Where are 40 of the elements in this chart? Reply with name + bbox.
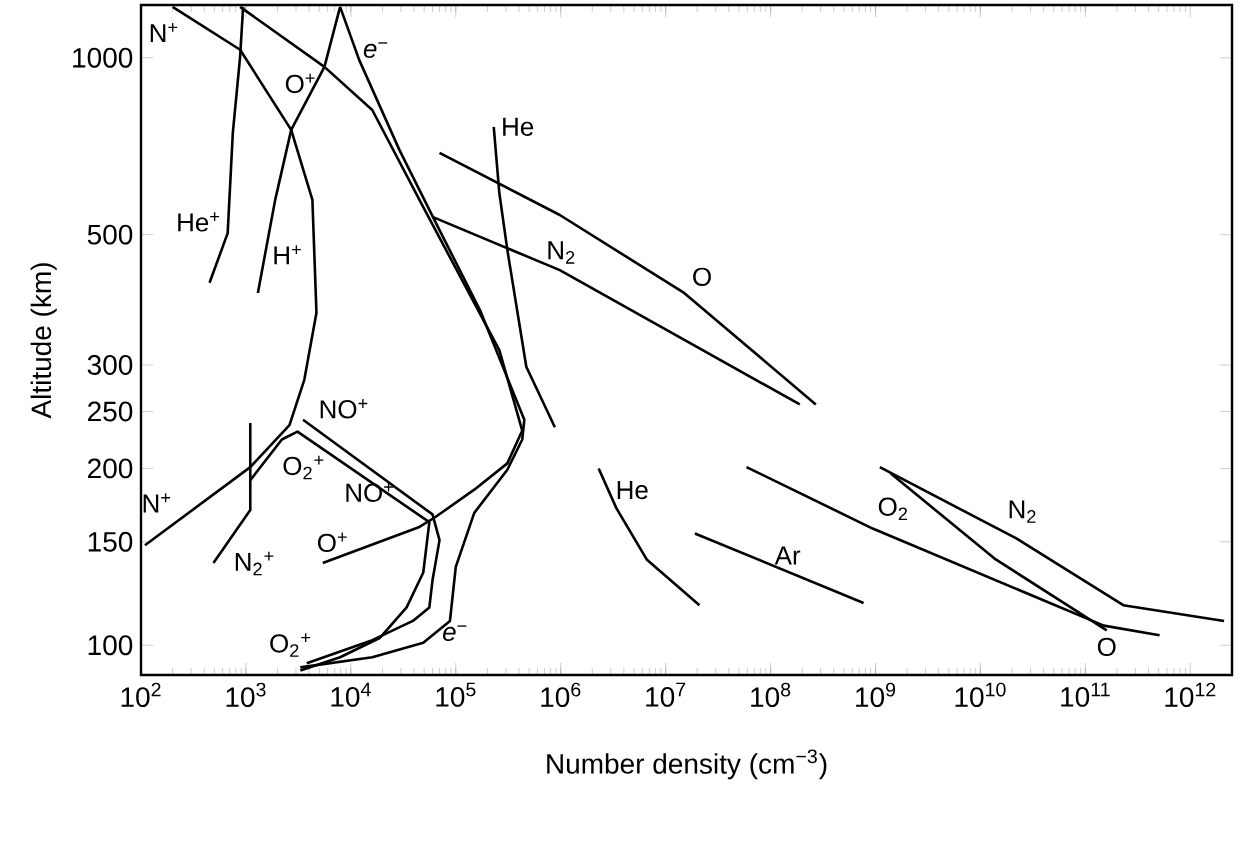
series-label: O [1097, 637, 1116, 657]
series-label: O$_{2}$+ [283, 455, 324, 480]
y-tick-label: 500 [87, 224, 133, 245]
x-tick-label: 10$^{12}$ [1165, 682, 1216, 708]
x-tick-label: 10$^{11}$ [1061, 682, 1110, 707]
y-axis-title: Altitude (km) [30, 263, 57, 419]
series-label: N$_{2}$ [1009, 500, 1036, 523]
x-tick-label: 10$^{10}$ [955, 682, 1006, 708]
series-label: e$^{−}$ [443, 625, 467, 642]
x-axis-title: Number density (cm$^{−3}$) [547, 749, 827, 780]
series-label: N$^{+}$ [150, 22, 178, 43]
text: e$^{−}$ [363, 42, 388, 58]
y-tick-label: 300 [87, 355, 133, 375]
series-label: He$^{+}$ [178, 212, 220, 232]
series-label: N$_{2}$+ [235, 551, 274, 576]
text: O$^{+}$ [285, 73, 315, 94]
x-tick-label: 10$^{6}$ [541, 682, 581, 708]
series-label: O [693, 267, 711, 287]
series-label: N$_{2}$ [548, 241, 575, 264]
text: O$_{2}$+ [270, 633, 311, 657]
y-tick-label: 100 [88, 635, 133, 656]
series-label: O$_{2}$ [878, 497, 908, 521]
series-label: H$^{+}$ [274, 245, 301, 265]
series-label: He [617, 481, 648, 500]
series-label: O$^{+}$ [317, 532, 347, 553]
y-tick-label: 1000 [73, 47, 133, 68]
text: NO$^{+}$ [320, 399, 368, 419]
x-tick-label: 10$^{8}$ [751, 682, 791, 708]
series-label: He [503, 117, 534, 136]
x-tick-label: 10$^{2}$ [121, 682, 161, 708]
x-tick-label: 10$^{7}$ [646, 682, 686, 707]
y-tick-label: 250 [88, 401, 133, 422]
text: N$^{+}$ [143, 493, 171, 513]
series-label: Ar [774, 546, 801, 565]
y-tick-label: 150 [88, 531, 133, 552]
x-tick-label: 10$^{4}$ [331, 682, 371, 707]
x-tick-label: 10$^{3}$ [226, 682, 266, 708]
x-tick-label: 10$^{9}$ [856, 682, 896, 708]
y-tick-label: 200 [88, 458, 133, 479]
x-tick-label: 10$^{5}$ [436, 682, 476, 707]
